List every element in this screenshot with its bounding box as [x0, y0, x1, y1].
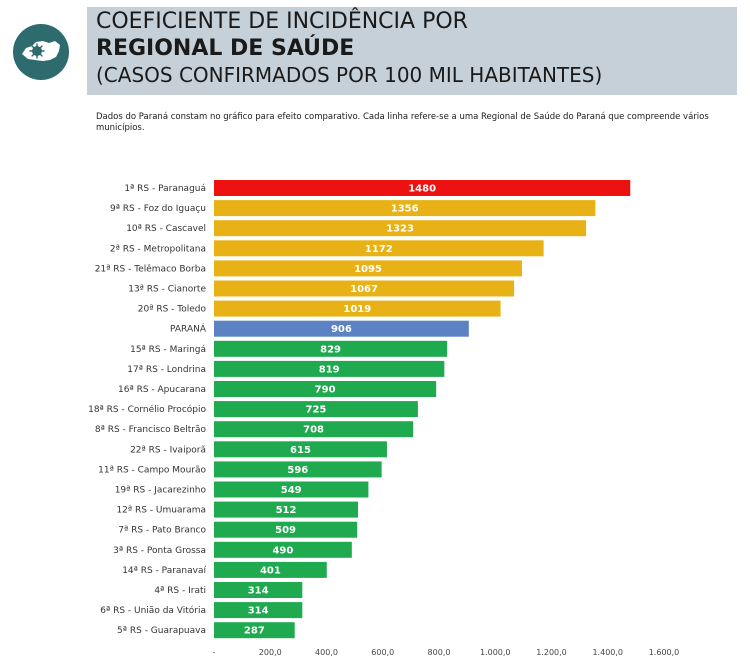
x-tick-label: -	[213, 648, 216, 657]
category-label: 21ª RS - Telêmaco Borba	[95, 263, 206, 274]
category-label: 16ª RS - Apucarana	[118, 385, 206, 395]
value-label: 1480	[408, 184, 436, 195]
bar	[214, 541, 352, 558]
x-tick-label: 800,0	[428, 648, 451, 657]
value-label: 314	[248, 606, 269, 617]
bar	[214, 340, 448, 357]
bar	[214, 360, 445, 377]
bar	[214, 180, 631, 196]
page-title-line-1: COEFICIENTE DE INCIDÊNCIA POR	[96, 9, 468, 34]
bar	[214, 280, 515, 297]
bar	[214, 381, 437, 397]
bar	[214, 220, 587, 237]
bar	[214, 501, 358, 518]
category-label: 15ª RS - Maringá	[130, 345, 206, 355]
category-label: 14ª RS - Paranavaí	[122, 566, 206, 576]
value-label: 401	[260, 565, 281, 576]
value-label: 490	[272, 545, 293, 556]
category-label: 1ª RS - Paranaguá	[124, 184, 206, 194]
value-label: 1172	[365, 244, 393, 255]
value-label: 1323	[386, 224, 414, 235]
category-label: 2ª RS - Metropolitana	[110, 244, 206, 254]
category-label: 6ª RS - União da Vitória	[100, 605, 206, 616]
category-label: 9ª RS - Foz do Iguaçu	[110, 204, 206, 214]
category-label: 12ª RS - Umuarama	[116, 506, 206, 516]
category-label: 11ª RS - Campo Mourão	[98, 465, 206, 475]
bar	[214, 481, 369, 498]
x-tick-label: 200,0	[259, 648, 282, 657]
bar	[214, 421, 414, 438]
value-label: 1356	[391, 204, 419, 215]
value-label: 512	[276, 505, 297, 516]
category-label: 20ª RS - Toledo	[138, 305, 207, 315]
bar	[214, 622, 295, 639]
value-label: 549	[281, 485, 302, 496]
value-label: 596	[287, 465, 308, 476]
category-label: 22ª RS - Ivaiporã	[130, 445, 206, 455]
bar	[214, 521, 358, 538]
category-label: 4ª RS - Irati	[154, 586, 206, 596]
value-label: 1095	[354, 264, 382, 275]
value-label: 509	[275, 525, 296, 536]
header-band	[87, 7, 737, 95]
value-label: 829	[320, 344, 341, 355]
value-label: 906	[331, 324, 352, 335]
x-tick-label: 1.000,0	[480, 648, 511, 657]
bar	[214, 461, 382, 478]
value-label: 314	[248, 586, 269, 597]
x-tick-label: 1.400,0	[592, 648, 623, 657]
category-label: 10ª RS - Cascavel	[126, 224, 206, 234]
bar	[214, 401, 418, 418]
x-tick-label: 600,0	[371, 648, 394, 657]
bar	[214, 260, 522, 277]
parana-map-virus-icon	[13, 24, 69, 80]
value-label: 1019	[343, 304, 371, 315]
bar	[214, 582, 303, 598]
x-tick-label: 1.200,0	[536, 648, 567, 657]
page-title-line-3: (CASOS CONFIRMADOS POR 100 MIL HABITANTE…	[96, 63, 603, 87]
category-label: 3ª RS - Ponta Grossa	[113, 546, 206, 556]
category-label: PARANÁ	[170, 323, 207, 335]
category-label: 19ª RS - Jacarezinho	[115, 486, 207, 496]
value-label: 1067	[350, 284, 378, 295]
bar	[214, 240, 544, 257]
bar	[214, 300, 501, 317]
category-label: 18ª RS - Cornélio Procópio	[88, 404, 206, 415]
page-title-line-2: REGIONAL DE SAÚDE	[96, 36, 355, 61]
x-tick-label: 400,0	[315, 648, 338, 657]
bar	[214, 200, 596, 217]
value-label: 615	[290, 445, 311, 456]
category-label: 5ª RS - Guarapuava	[117, 626, 206, 636]
chart-note: Dados do Paraná constam no gráfico para …	[96, 112, 709, 133]
category-label: 8ª RS - Francisco Beltrão	[95, 425, 207, 435]
value-label: 287	[244, 626, 265, 637]
value-label: 819	[319, 364, 340, 375]
bar	[214, 320, 469, 337]
value-label: 725	[306, 405, 327, 416]
category-label: 13ª RS - Cianorte	[128, 285, 206, 295]
bar	[214, 602, 303, 619]
category-label: 17ª RS - Londrina	[127, 365, 206, 375]
bar	[214, 561, 327, 578]
value-label: 790	[315, 385, 336, 396]
category-label: 7ª RS - Pato Branco	[118, 526, 206, 536]
value-label: 708	[303, 425, 324, 436]
bar	[214, 441, 387, 458]
x-tick-label: 1.600,0	[649, 648, 680, 657]
